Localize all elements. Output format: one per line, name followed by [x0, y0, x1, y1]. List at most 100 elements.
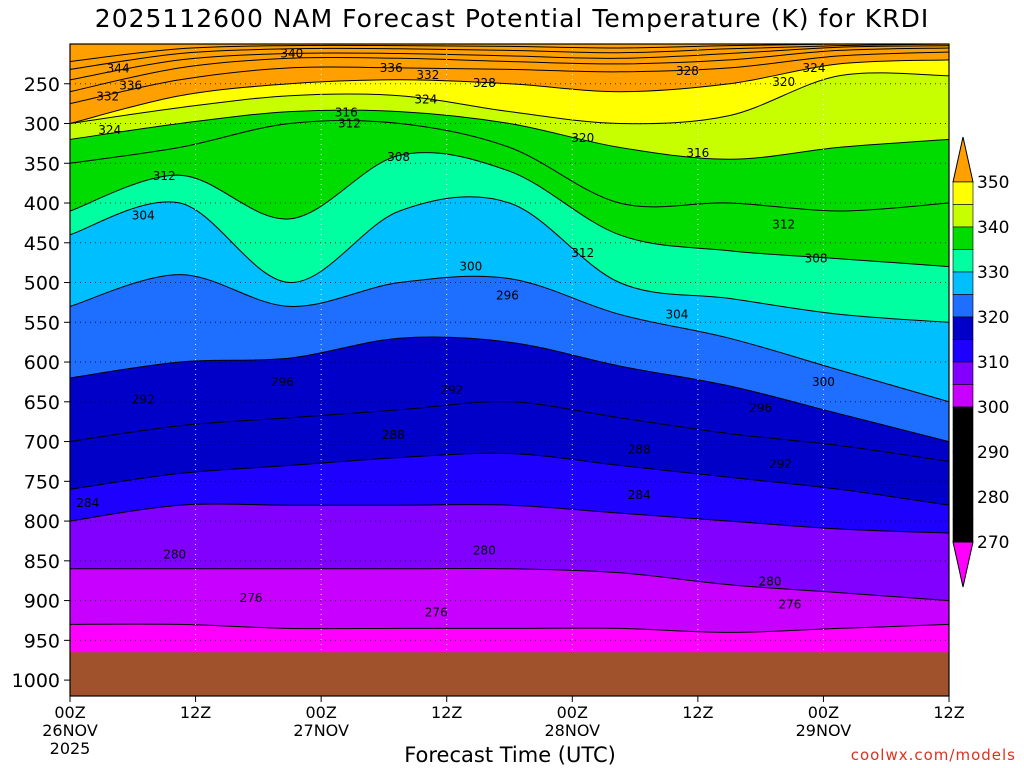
colorbar-tick-label: 350 — [977, 173, 1009, 193]
colorbar-swatch — [952, 316, 974, 340]
colorbar-swatch — [952, 361, 974, 385]
colorbar-swatch — [952, 406, 974, 430]
y-tick-label: 800 — [24, 511, 60, 533]
contour-label: 324 — [803, 61, 826, 75]
contour-label: 288 — [382, 428, 405, 442]
y-tick-label: 850 — [24, 551, 60, 573]
y-tick-label: 500 — [24, 273, 60, 295]
y-tick-label: 600 — [24, 352, 60, 374]
contour-label: 324 — [98, 123, 121, 137]
contour-label: 340 — [280, 47, 303, 61]
isentrope-312 — [70, 120, 949, 212]
x-tick-label: 12Z — [682, 703, 713, 722]
x-tick-label: 12Z — [933, 703, 964, 722]
ground-terrain — [70, 652, 949, 696]
contour-label: 320 — [772, 75, 795, 89]
colorbar-tick-label: 330 — [977, 263, 1009, 283]
isentrope-304 — [70, 196, 949, 323]
contour-label: 284 — [628, 488, 651, 502]
colorbar-bottom-arrow — [952, 541, 974, 588]
contour-label: 284 — [76, 496, 99, 510]
chart-title: 2025112600 NAM Forecast Potential Temper… — [94, 4, 930, 33]
contour-label: 312 — [772, 217, 795, 231]
colorbar-swatch — [952, 474, 974, 498]
contour-label: 308 — [387, 150, 410, 164]
colorbar-swatch — [952, 271, 974, 295]
colorbar-swatch — [952, 249, 974, 273]
y-tick-label: 250 — [24, 74, 60, 96]
isentrope-296 — [70, 336, 949, 443]
colorbar-legend: 350 340 330 320 310 300 290 280 270 — [952, 136, 1009, 588]
contour-label: 344 — [107, 62, 130, 76]
colorbar-swatch — [952, 226, 974, 250]
plot-frame — [69, 43, 950, 697]
contour-label: 280 — [759, 575, 782, 589]
contour-label: 296 — [271, 375, 294, 389]
y-tick-label: 950 — [24, 630, 60, 652]
x-tick-label: 2025 — [50, 739, 91, 758]
contour-label: 288 — [628, 443, 651, 457]
colorbar-swatch — [952, 181, 974, 205]
isentrope-324 — [70, 59, 949, 124]
isentrope-340 — [70, 44, 949, 70]
band-above-344 — [70, 44, 949, 62]
colorbar-swatch — [952, 519, 974, 543]
band-above-336 — [70, 44, 949, 80]
credit-link[interactable]: coolwx.com/models — [850, 746, 1016, 764]
y-tick-label: 550 — [24, 312, 60, 334]
y-tick-label: 900 — [24, 591, 60, 613]
x-tick-label: 27NOV — [293, 721, 349, 740]
contour-label: 332 — [416, 68, 439, 82]
x-tick-label: 12Z — [180, 703, 211, 722]
x-tick-label: 29NOV — [796, 721, 852, 740]
colorbar-tick-label: 340 — [977, 218, 1009, 238]
contour-label: 312 — [571, 246, 594, 260]
colorbar-tick-label: 300 — [977, 398, 1009, 418]
contour-label: 296 — [749, 401, 772, 415]
colorbar-swatch — [952, 429, 974, 453]
x-axis-label: Forecast Time (UTC) — [404, 743, 616, 767]
colorbar-swatch — [952, 451, 974, 475]
colorbar-swatch — [952, 294, 974, 318]
y-tick-label: 750 — [24, 471, 60, 493]
isentrope-280 — [70, 567, 949, 602]
x-tick-label: 26NOV — [42, 721, 98, 740]
contour-label: 304 — [132, 209, 155, 223]
y-tick-label: 300 — [24, 114, 60, 136]
isentrope-336 — [70, 45, 949, 81]
x-tick-label: 28NOV — [544, 721, 600, 740]
colorbar-tick-label: 310 — [977, 353, 1009, 373]
band-above-332 — [70, 44, 949, 92]
colorbar-swatch — [952, 384, 974, 408]
contour-label: 336 — [380, 61, 403, 75]
isentrope-276 — [70, 623, 949, 633]
contour-label: 328 — [473, 76, 496, 90]
contour-label: 296 — [496, 288, 519, 302]
x-tick-label: 12Z — [431, 703, 462, 722]
isentrope-308 — [70, 152, 949, 268]
colorbar-tick-label: 280 — [977, 488, 1009, 508]
y-tick-label: 700 — [24, 432, 60, 454]
contour-label: 312 — [338, 117, 361, 131]
contour-label: 332 — [96, 89, 119, 103]
isentrope-328 — [70, 51, 949, 105]
contour-label: 300 — [812, 375, 835, 389]
isentrope-300 — [70, 274, 949, 403]
y-axis-ticks: 250 300 350 400 450 500 550 600 650 700 750 800 850 9… — [12, 74, 70, 692]
contour-label: 280 — [473, 543, 496, 557]
colorbar-top-arrow — [952, 136, 974, 183]
x-tick-label: 00Z — [557, 703, 588, 722]
contour-label: 292 — [769, 457, 792, 471]
contour-label: 328 — [676, 64, 699, 78]
contour-label: 336 — [119, 78, 142, 92]
colorbar-swatch — [952, 496, 974, 520]
colorbar-tick-label: 290 — [977, 443, 1009, 463]
contour-label: 324 — [414, 93, 437, 107]
contour-label: 312 — [153, 169, 176, 183]
x-tick-label: 00Z — [305, 703, 336, 722]
colorbar-tick-label: 270 — [977, 533, 1009, 553]
colorbar-tick-label: 320 — [977, 308, 1009, 328]
y-tick-label: 450 — [24, 233, 60, 255]
